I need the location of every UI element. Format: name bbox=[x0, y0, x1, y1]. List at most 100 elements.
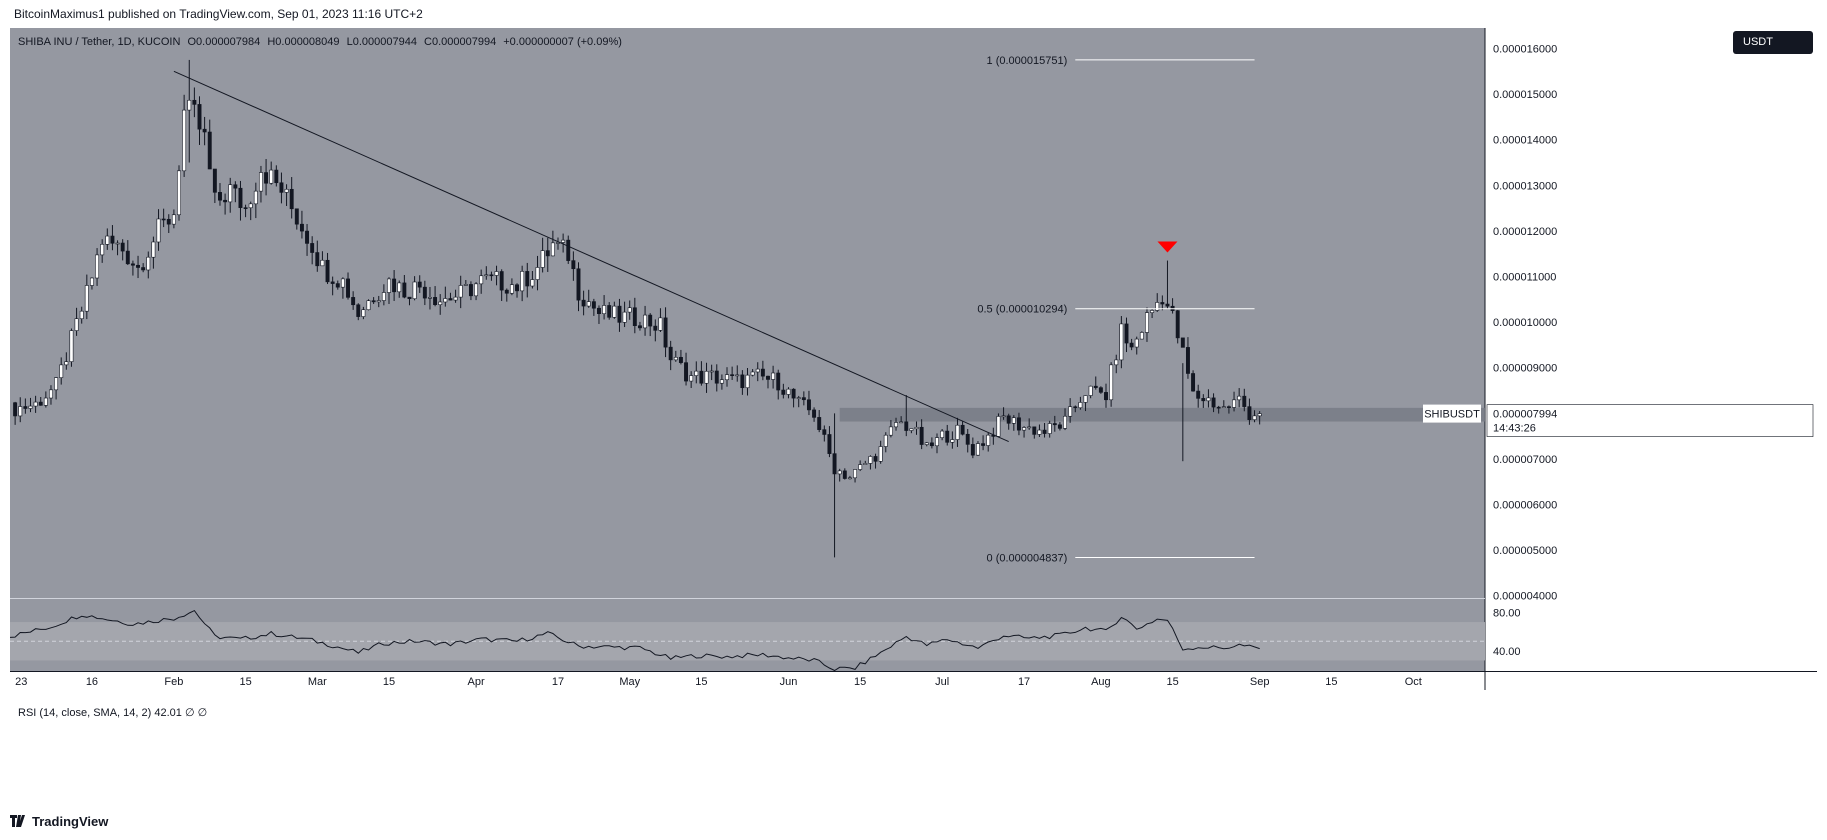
bar-countdown: 14:43:26 bbox=[1493, 423, 1536, 435]
candle-body bbox=[197, 104, 202, 130]
candle-body bbox=[561, 239, 566, 243]
rsi-legend: RSI (14, close, SMA, 14, 2) 42.01 ∅ ∅ bbox=[18, 706, 207, 719]
candle-body bbox=[402, 282, 407, 298]
candle-body bbox=[842, 470, 847, 479]
candle bbox=[899, 416, 904, 424]
candle bbox=[325, 252, 330, 285]
candle-body bbox=[1180, 337, 1185, 348]
candle bbox=[23, 398, 28, 414]
candle-body bbox=[730, 374, 735, 376]
tradingview-logo-icon bbox=[10, 815, 25, 827]
candle-body bbox=[970, 444, 975, 456]
candle-body bbox=[919, 426, 924, 445]
candle bbox=[504, 288, 509, 302]
candle-body bbox=[115, 242, 120, 245]
candle bbox=[156, 209, 161, 251]
candle bbox=[668, 340, 673, 371]
candle-body bbox=[643, 314, 648, 329]
candle-body bbox=[294, 208, 299, 225]
candle-body bbox=[1114, 359, 1119, 366]
candle bbox=[212, 168, 217, 204]
candle-body bbox=[38, 401, 43, 406]
candle-body bbox=[689, 375, 694, 382]
candle-body bbox=[673, 356, 678, 361]
legend-close-label: C bbox=[424, 36, 432, 48]
candle bbox=[315, 240, 320, 272]
candle bbox=[653, 319, 658, 342]
candle-body bbox=[873, 456, 878, 462]
candle-body bbox=[576, 268, 581, 301]
candle bbox=[1047, 420, 1052, 438]
candle-body bbox=[1119, 323, 1124, 361]
candle-body bbox=[1242, 395, 1247, 407]
candle bbox=[817, 410, 822, 433]
candle bbox=[873, 453, 878, 469]
candle bbox=[1257, 411, 1262, 425]
candle bbox=[310, 236, 315, 265]
candle-body bbox=[945, 430, 950, 443]
candle-body bbox=[1093, 385, 1098, 388]
candle-body bbox=[243, 207, 248, 209]
candle-body bbox=[1226, 406, 1231, 408]
candle-body bbox=[1134, 338, 1139, 348]
candle bbox=[95, 248, 100, 286]
candle bbox=[351, 291, 356, 310]
candle bbox=[617, 298, 622, 332]
candle bbox=[1109, 362, 1114, 407]
candle-body bbox=[417, 281, 422, 288]
candle-body bbox=[745, 374, 750, 389]
candle-body bbox=[212, 168, 217, 193]
candle-body bbox=[1252, 415, 1257, 420]
chart-frame[interactable]: 1 (0.000015751) 0.5 (0.000010294) 0 (0.000… bbox=[10, 28, 1817, 804]
rsi-value: 42.01 bbox=[154, 707, 182, 719]
time-tick-label: Apr bbox=[467, 676, 484, 688]
legend-low-label: L bbox=[346, 36, 353, 48]
candle-body bbox=[289, 188, 294, 210]
candle bbox=[356, 303, 361, 321]
candle-body bbox=[735, 374, 740, 377]
candle-body bbox=[627, 307, 632, 313]
candle-body bbox=[177, 170, 181, 216]
candle-body bbox=[530, 279, 535, 287]
candle-body bbox=[607, 305, 612, 318]
candle bbox=[658, 308, 663, 333]
candle bbox=[443, 286, 448, 307]
candle-body bbox=[1247, 406, 1252, 420]
price-tick-label: 0.000007000 bbox=[1493, 454, 1557, 466]
candle bbox=[996, 413, 1001, 438]
candle bbox=[305, 224, 310, 256]
candle-body bbox=[54, 377, 59, 391]
candle-body bbox=[637, 325, 642, 329]
chart-canvas[interactable]: 1 (0.000015751) 0.5 (0.000010294) 0 (0.000… bbox=[10, 28, 1817, 804]
price-tick-label: 0.000009000 bbox=[1493, 363, 1557, 375]
candle bbox=[433, 286, 438, 307]
candle-body bbox=[832, 453, 837, 475]
candle-body bbox=[965, 433, 970, 445]
currency-button[interactable]: USDT bbox=[1733, 31, 1813, 54]
candle bbox=[89, 277, 94, 290]
candle bbox=[59, 357, 64, 385]
candle bbox=[1124, 317, 1129, 353]
legend-symbol: SHIBA INU / Tether, 1D, KUCOIN bbox=[18, 36, 181, 48]
candle-body bbox=[1124, 323, 1129, 344]
time-tick-label: 16 bbox=[86, 676, 98, 688]
candle bbox=[294, 208, 299, 230]
candle-body bbox=[146, 256, 151, 271]
candle bbox=[566, 235, 571, 264]
candle bbox=[745, 368, 750, 396]
candle bbox=[520, 265, 525, 302]
candle bbox=[463, 280, 468, 286]
candle bbox=[146, 251, 151, 279]
candle-body bbox=[719, 379, 724, 384]
candle bbox=[832, 413, 837, 558]
candle bbox=[581, 290, 586, 316]
candle-body bbox=[443, 298, 448, 303]
candle bbox=[320, 251, 325, 267]
candle bbox=[79, 306, 84, 324]
candle-body bbox=[1165, 303, 1170, 307]
candle-body bbox=[714, 370, 719, 384]
candle-body bbox=[1037, 429, 1042, 435]
candle bbox=[766, 375, 770, 389]
candle bbox=[535, 255, 540, 291]
candle bbox=[1185, 337, 1190, 379]
